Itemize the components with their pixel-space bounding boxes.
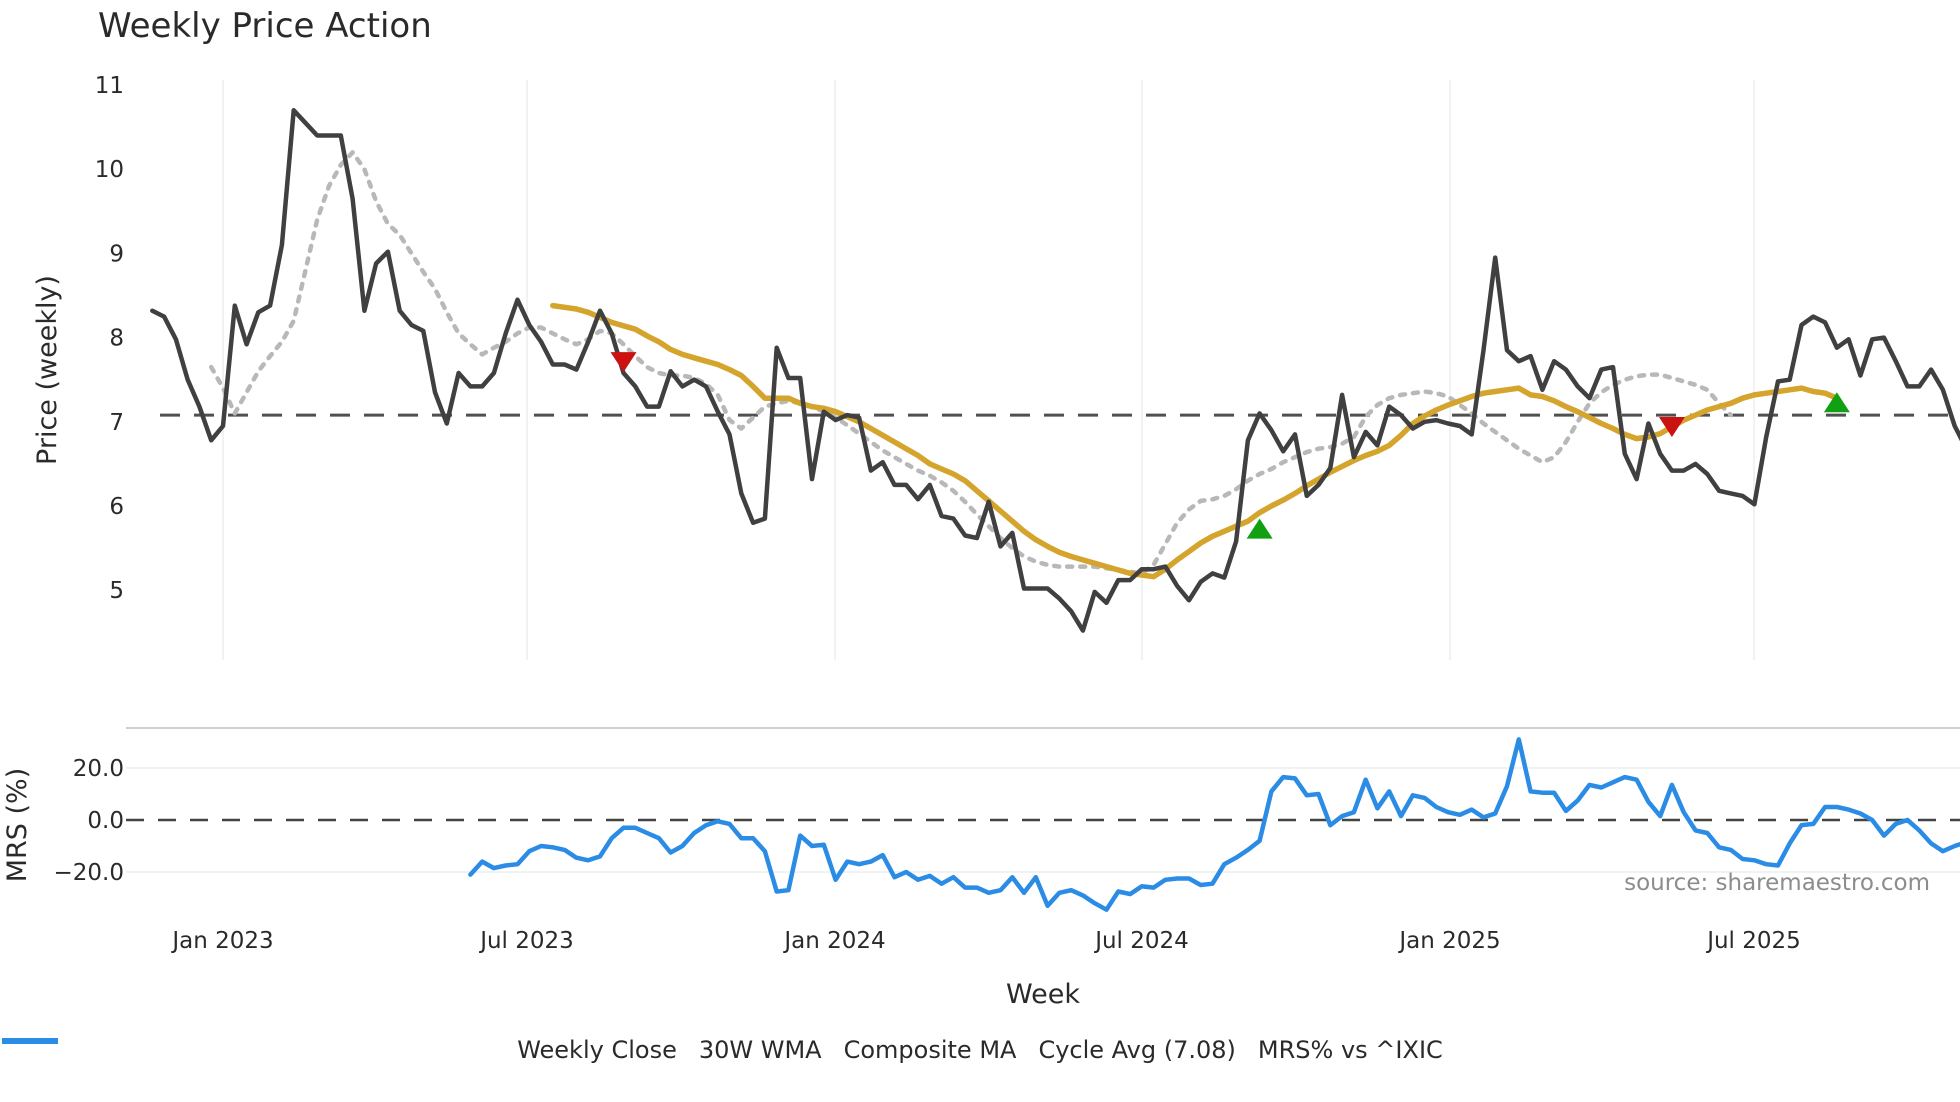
legend-item[interactable]: MRS% vs ^IXIC (2, 1036, 1443, 1064)
x-axis-title: Week (1006, 979, 1080, 1010)
x-tick-label: Jan 2024 (782, 928, 885, 954)
mrs-ytick: 0.0 (87, 808, 124, 834)
legend-label: MRS% vs ^IXIC (1257, 1036, 1443, 1064)
legend-label: 30W WMA (698, 1036, 822, 1064)
weekly-close-line (150, 108, 1960, 633)
mrs-axis-title: MRS (%) (2, 768, 33, 883)
series-lines (126, 108, 1960, 912)
axis-labels: 11 10 9 8 7 6 5 20.0 0.0 −20.0 Jan 2023 Jul 2023 Jan… (2, 73, 1930, 1010)
signal-markers (610, 352, 1850, 539)
gridlines (126, 80, 1960, 873)
price-ytick: 11 (95, 73, 124, 99)
composite-ma-line (208, 150, 1734, 576)
price-ytick: 6 (109, 494, 124, 520)
mrs-ytick: −20.0 (54, 860, 124, 886)
sell-signal-marker (1658, 417, 1685, 438)
legend-label: Composite MA (843, 1036, 1017, 1064)
chart-canvas: 11 10 9 8 7 6 5 20.0 0.0 −20.0 Jan 2023 Jul 2023 Jan… (2, 73, 1960, 1010)
legend-swatch-icon (2, 1038, 58, 1044)
x-tick-label: Jan 2025 (1397, 928, 1500, 954)
legend-item[interactable]: Composite MA (2, 1036, 1017, 1064)
legend: Weekly Close 30W WMA Composite MA Cycle Avg… (0, 1036, 1960, 1064)
source-watermark: source: sharemaestro.com (1624, 870, 1930, 896)
price-ytick: 10 (95, 157, 124, 183)
price-axis-title: Price (weekly) (32, 275, 63, 465)
legend-item[interactable]: Cycle Avg (7.08) (2, 1036, 1236, 1064)
chart-title: Weekly Price Action (98, 6, 432, 46)
mrs-ytick: 20.0 (73, 756, 124, 782)
price-ytick: 7 (109, 410, 124, 436)
buy-signal-marker (1246, 518, 1273, 539)
buy-signal-marker (1823, 392, 1850, 413)
x-tick-label: Jan 2023 (170, 928, 273, 954)
mrs-line (468, 737, 1960, 912)
x-tick-label: Jul 2024 (1093, 928, 1189, 954)
price-ytick: 9 (109, 241, 124, 267)
legend-item[interactable]: Weekly Close (2, 1036, 677, 1064)
price-ytick: 5 (109, 578, 124, 604)
sell-signal-marker (610, 352, 637, 373)
x-tick-label: Jul 2025 (1705, 928, 1801, 954)
price-ytick: 8 (109, 326, 124, 352)
legend-item[interactable]: 30W WMA (2, 1036, 822, 1064)
x-tick-label: Jul 2023 (478, 928, 574, 954)
legend-label: Weekly Close (517, 1036, 677, 1064)
legend-label: Cycle Avg (7.08) (1038, 1036, 1236, 1064)
